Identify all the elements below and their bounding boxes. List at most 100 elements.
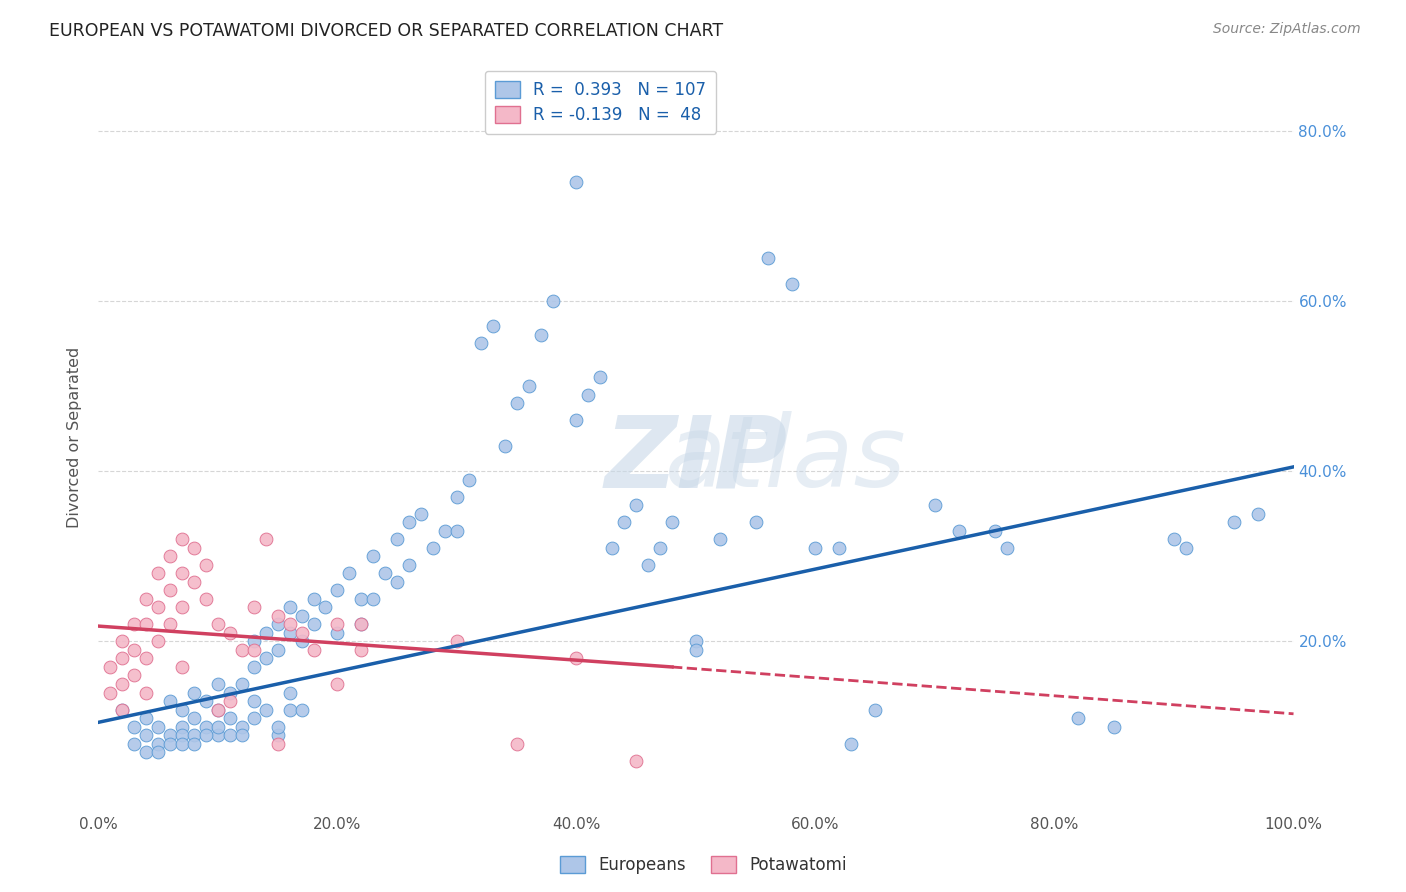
Point [195,591,218,606]
Point [278,626,301,640]
Point [207,720,229,734]
Point [481,319,505,334]
Point [254,533,277,547]
Point [589,370,612,384]
Text: ZIP: ZIP [605,411,787,508]
Point [231,720,253,734]
Point [195,728,218,742]
Point [267,737,290,751]
Point [995,541,1018,555]
Point [339,566,361,581]
Point [207,728,229,742]
Point [685,634,707,648]
Point [135,591,157,606]
Point [446,490,468,504]
Point [135,745,157,759]
Point [172,566,194,581]
Point [1223,515,1246,529]
Point [135,617,157,632]
Point [159,617,181,632]
Point [278,600,301,615]
Point [231,677,253,691]
Point [243,634,266,648]
Point [172,600,194,615]
Point [637,558,659,572]
Point [398,515,420,529]
Point [219,626,242,640]
Point [267,728,290,742]
Point [98,660,122,674]
Point [172,728,194,742]
Point [578,387,600,401]
Point [148,566,170,581]
Legend: R =  0.393   N = 107, R = -0.139   N =  48: R = 0.393 N = 107, R = -0.139 N = 48 [485,70,716,134]
Point [363,549,385,564]
Point [207,677,229,691]
Point [315,600,337,615]
Point [231,728,253,742]
Point [350,591,373,606]
Point [183,541,205,555]
Point [159,694,181,708]
Point [148,600,170,615]
Point [207,702,229,716]
Point [195,558,218,572]
Point [565,413,588,427]
Point [135,711,157,725]
Point [183,711,205,725]
Point [195,720,218,734]
Point [124,617,146,632]
Y-axis label: Divorced or Separated: Divorced or Separated [67,346,83,528]
Point [626,754,648,768]
Point [613,515,636,529]
Text: atlas: atlas [665,411,907,508]
Point [291,608,314,623]
Point [517,379,540,393]
Point [111,677,134,691]
Point [135,685,157,699]
Point [207,702,229,716]
Point [111,651,134,665]
Point [135,728,157,742]
Point [626,498,648,512]
Point [254,702,277,716]
Point [458,473,481,487]
Point [159,549,181,564]
Point [302,643,325,657]
Point [411,507,433,521]
Point [363,591,385,606]
Point [302,617,325,632]
Point [254,651,277,665]
Point [172,702,194,716]
Point [124,668,146,682]
Point [148,720,170,734]
Point [267,617,290,632]
Point [1247,507,1270,521]
Point [326,617,349,632]
Point [195,694,218,708]
Point [398,558,420,572]
Point [278,685,301,699]
Point [685,643,707,657]
Point [565,175,588,189]
Point [350,643,373,657]
Point [172,533,194,547]
Point [111,634,134,648]
Point [267,608,290,623]
Point [385,533,409,547]
Point [124,720,146,734]
Point [494,439,516,453]
Point [254,626,277,640]
Point [302,591,325,606]
Point [1067,711,1090,725]
Point [756,252,779,266]
Point [326,583,349,598]
Point [243,600,266,615]
Point [278,617,301,632]
Point [745,515,768,529]
Point [111,702,134,716]
Point [924,498,946,512]
Point [291,634,314,648]
Point [326,677,349,691]
Point [446,524,468,538]
